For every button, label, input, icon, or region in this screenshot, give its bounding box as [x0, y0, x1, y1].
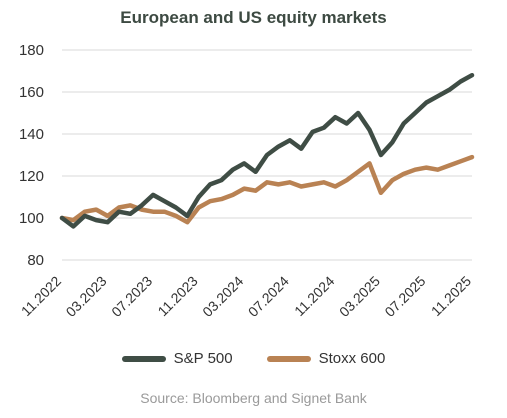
- x-tick-label: 03.2023: [63, 273, 110, 320]
- x-tick-label: 11.2022: [18, 273, 65, 320]
- x-tick-label: 03.2024: [199, 273, 246, 320]
- chart-title: European and US equity markets: [120, 8, 387, 27]
- x-tick-label: 07.2023: [108, 273, 155, 320]
- y-tick-label: 120: [19, 168, 44, 185]
- x-tick-label: 07.2024: [245, 273, 292, 320]
- x-tick-label: 11.2025: [428, 273, 475, 320]
- series-line-stoxx600: [59, 154, 475, 225]
- legend: S&P 500 Stoxx 600: [0, 350, 507, 367]
- x-tick-label: 03.2025: [336, 273, 383, 320]
- legend-item-sp500: S&P 500: [121, 350, 233, 367]
- legend-swatch-stoxx600: [266, 355, 311, 362]
- y-axis-ticks: 80 100 120 140 160 180: [19, 42, 44, 269]
- legend-label-stoxx600: Stoxx 600: [318, 350, 386, 367]
- legend-item-stoxx600: Stoxx 600: [266, 350, 386, 367]
- x-tick-label: 11.2023: [154, 273, 201, 320]
- y-tick-label: 100: [19, 210, 44, 227]
- series-lines: [59, 72, 475, 229]
- y-tick-label: 180: [19, 42, 44, 59]
- legend-label-sp500: S&P 500: [173, 350, 233, 367]
- y-tick-label: 80: [27, 252, 44, 269]
- y-tick-label: 140: [19, 126, 44, 143]
- series-line-sp500: [59, 72, 475, 229]
- x-tick-label: 11.2024: [291, 273, 338, 320]
- legend-swatch-sp500: [121, 355, 166, 362]
- source-note: Source: Bloomberg and Signet Bank: [140, 390, 367, 406]
- y-tick-label: 160: [19, 84, 44, 101]
- x-tick-label: 07.2025: [381, 273, 428, 320]
